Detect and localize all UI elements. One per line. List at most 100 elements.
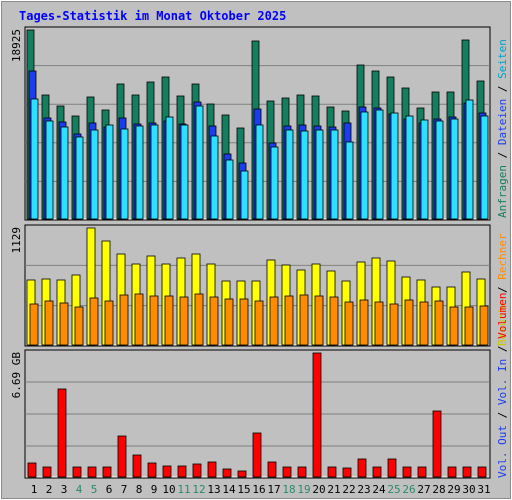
- volumen-bar: [432, 410, 442, 478]
- rechner-bar: [284, 295, 294, 346]
- legend-visits: Besuche / Rechner: [496, 233, 509, 346]
- volumen-bar: [237, 470, 247, 478]
- seiten-bar: [465, 99, 474, 220]
- volumen-bar: [87, 466, 97, 478]
- x-tick-label: 24: [372, 483, 386, 496]
- seiten-bar: [420, 119, 429, 220]
- volumen-bar: [102, 466, 112, 478]
- volumen-bar: [297, 466, 307, 478]
- x-tick-label: 7: [121, 483, 128, 496]
- legend-item: Rechner: [496, 233, 509, 280]
- rechner-bar: [89, 297, 99, 346]
- rechner-bar: [299, 294, 309, 346]
- volumen-bar: [42, 466, 52, 478]
- x-tick-label: 9: [151, 483, 158, 496]
- y-axis-max-labels: 18925 1129 6.69 GB: [10, 29, 23, 398]
- rechner-bar: [464, 306, 474, 346]
- legend-volume: Vol. Out / Vol. In / Volumen: [496, 293, 509, 478]
- rechner-bar: [314, 295, 324, 346]
- x-tick-label: 5: [91, 483, 98, 496]
- x-tick-label: 10: [162, 483, 175, 496]
- x-tick-label: 28: [432, 483, 445, 496]
- volumen-bar: [372, 466, 382, 478]
- rechner-bar: [329, 296, 339, 346]
- volumen-bar: [192, 463, 202, 478]
- volumen-bar: [222, 468, 232, 478]
- volumen-bar: [477, 466, 487, 478]
- x-tick-label: 2: [46, 483, 53, 496]
- rechner-bar: [389, 303, 399, 346]
- rechner-bar: [479, 305, 489, 346]
- x-tick-label: 19: [297, 483, 310, 496]
- x-tick-label: 31: [477, 483, 490, 496]
- seiten-bar: [75, 136, 84, 220]
- y-max-label: 6.69 GB: [10, 352, 23, 399]
- seiten-bar: [405, 115, 414, 220]
- x-tick-label: 4: [76, 483, 83, 496]
- seiten-bar: [30, 98, 39, 220]
- rechner-bar: [404, 299, 414, 346]
- rechner-bar: [149, 295, 159, 346]
- legend-item: Besuche: [496, 300, 509, 346]
- rechner-bar: [164, 295, 174, 346]
- rechner-bar: [269, 296, 279, 346]
- x-tick-label: 18: [282, 483, 295, 496]
- volumen-bar: [312, 352, 322, 478]
- seiten-bar: [480, 115, 489, 220]
- seiten-bar: [240, 170, 249, 220]
- x-tick-label: 21: [327, 483, 340, 496]
- volumen-bar: [147, 462, 157, 478]
- volumen-bar: [342, 467, 352, 478]
- volumen-bar: [387, 458, 397, 478]
- seiten-bar: [90, 129, 99, 220]
- x-tick-label: 17: [267, 483, 280, 496]
- rechner-bar: [29, 303, 39, 346]
- seiten-bar: [435, 120, 444, 220]
- volumen-bar: [252, 432, 262, 478]
- x-tick-label: 27: [417, 483, 430, 496]
- legend-item: Vol. Out: [496, 425, 509, 478]
- x-tick-label: 26: [402, 483, 415, 496]
- rechner-bar: [239, 298, 249, 346]
- x-axis-day-labels: 1 2 3 4 5 6 7 8 9 10 11 12 13 14 15 16 17 18 19 20 21 22 23 24 2…: [31, 483, 491, 496]
- rechner-bar: [254, 300, 264, 346]
- rechner-bar: [59, 302, 69, 346]
- rechner-bar: [104, 300, 114, 346]
- chart-title: Tages-Statistik im Monat Oktober 2025: [19, 9, 286, 23]
- seiten-bar: [345, 141, 354, 220]
- seiten-bar: [195, 105, 204, 220]
- volumen-bar: [447, 466, 457, 478]
- legend-item: Seiten: [496, 39, 509, 79]
- x-tick-label: 1: [31, 483, 38, 496]
- volumen-bar: [282, 466, 292, 478]
- legend-item: Volumen: [496, 293, 509, 339]
- x-tick-label: 8: [136, 483, 143, 496]
- seiten-bar: [180, 124, 189, 220]
- seiten-bar: [165, 116, 174, 220]
- visits-panel: [24, 224, 491, 347]
- volumen-bar: [57, 388, 67, 478]
- rechner-bar: [194, 293, 204, 346]
- x-tick-label: 22: [342, 483, 355, 496]
- rechner-bar: [224, 298, 234, 346]
- seiten-bar: [105, 124, 114, 220]
- rechner-bar: [449, 306, 459, 346]
- seiten-bar: [60, 126, 69, 220]
- rechner-bar: [434, 300, 444, 346]
- volumen-bar: [162, 465, 172, 478]
- x-tick-label: 25: [387, 483, 400, 496]
- x-tick-label: 6: [106, 483, 113, 496]
- seiten-bar: [45, 120, 54, 220]
- rechner-bar: [374, 301, 384, 346]
- rechner-bar: [44, 300, 54, 346]
- y-max-label: 1129: [10, 227, 23, 254]
- seiten-bar: [300, 130, 309, 220]
- x-tick-label: 13: [207, 483, 220, 496]
- rechner-bar: [209, 296, 219, 346]
- seiten-bar: [150, 124, 159, 220]
- seiten-bar: [270, 146, 279, 220]
- volumen-bar: [72, 466, 82, 478]
- seiten-bar: [285, 129, 294, 220]
- x-tick-label: 15: [237, 483, 250, 496]
